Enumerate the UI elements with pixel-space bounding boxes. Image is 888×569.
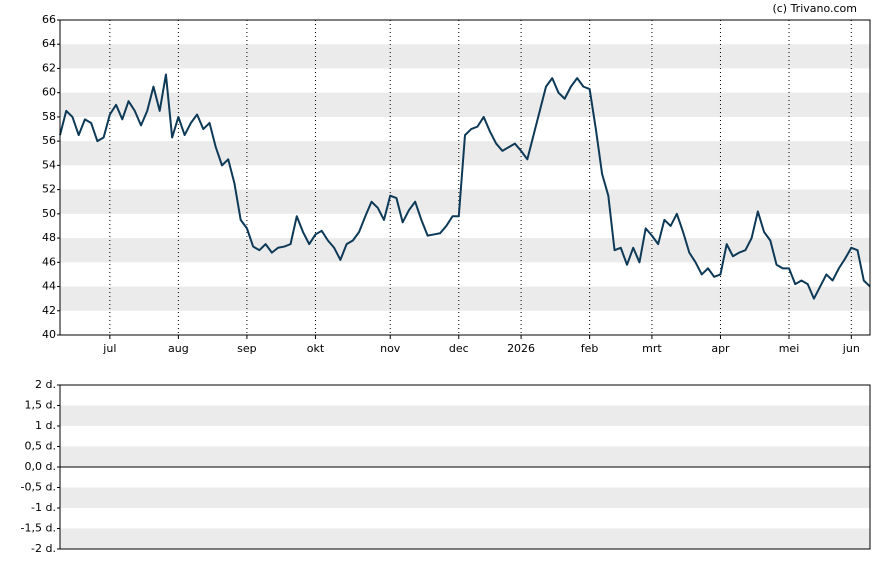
plot-frame (59, 384, 871, 550)
x-tick-label: okt (307, 342, 325, 355)
grid-band (60, 446, 870, 467)
y-tick-label: 66 (42, 13, 56, 26)
grid-band (60, 189, 870, 214)
plot-frame (59, 19, 871, 336)
y-tick-label: 1,5 d. (25, 399, 56, 412)
x-tick-label: mei (779, 342, 800, 355)
x-tick-label: sep (237, 342, 256, 355)
grid-band (60, 238, 870, 263)
y-tick-label: 0,5 d. (25, 440, 56, 453)
grid-band (60, 92, 870, 117)
y-tick-label: -2 d. (31, 542, 56, 555)
y-tick-label: 56 (42, 134, 56, 147)
grid-band (60, 405, 870, 426)
y-tick-label: 50 (42, 207, 56, 220)
price-line (59, 73, 871, 300)
y-tick-label: 40 (42, 328, 56, 341)
y-tick-label: 48 (42, 231, 56, 244)
y-tick-label: 62 (42, 61, 56, 74)
y-tick-label: -1 d. (31, 501, 56, 514)
x-tick-label: apr (711, 342, 730, 355)
y-tick-label: 0,0 d. (25, 460, 56, 473)
y-tick-label: 52 (42, 183, 56, 196)
x-tick-label: jun (842, 342, 860, 355)
x-tick-label: nov (380, 342, 401, 355)
watermark: (c) Trivano.com (772, 2, 857, 15)
x-tick-label: 2026 (507, 342, 535, 355)
y-tick-label: 54 (42, 158, 56, 171)
y-tick-label: 46 (42, 255, 56, 268)
grid-band (60, 286, 870, 311)
y-tick-label: 64 (42, 37, 56, 50)
y-tick-label: -1,5 d. (21, 522, 56, 535)
grid-band (60, 487, 870, 508)
x-tick-label: jul (102, 342, 116, 355)
y-tick-label: 42 (42, 304, 56, 317)
x-tick-label: aug (168, 342, 189, 355)
y-tick-label: -0,5 d. (21, 481, 56, 494)
x-tick-label: feb (581, 342, 599, 355)
y-tick-label: 58 (42, 110, 56, 123)
y-tick-label: 1 d. (35, 419, 56, 432)
grid-band (60, 528, 870, 549)
x-tick-label: mrt (642, 342, 662, 355)
y-tick-label: 44 (42, 280, 56, 293)
x-tick-label: dec (449, 342, 469, 355)
grid-band (60, 44, 870, 69)
y-tick-label: 2 d. (35, 378, 56, 391)
y-tick-label: 60 (42, 86, 56, 99)
